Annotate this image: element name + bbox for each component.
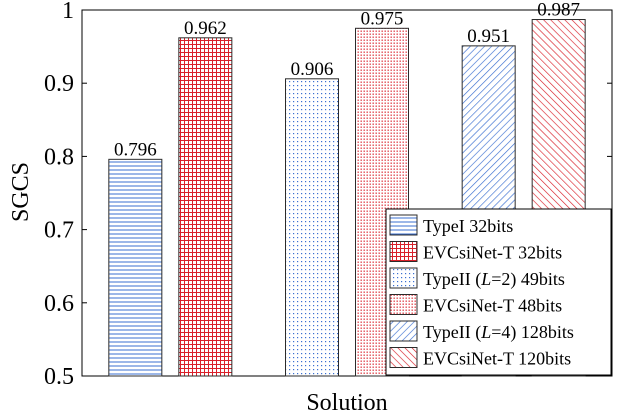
- legend-entry-label: TypeI 32bits: [423, 216, 513, 236]
- legend-swatch: [389, 294, 418, 315]
- legend-swatch: [389, 267, 418, 289]
- bar-value-label: 0.962: [184, 18, 227, 39]
- y-tick-label: 0.6: [44, 291, 74, 317]
- bar-value-label: 0.906: [291, 59, 334, 80]
- x-axis-label: Solution: [306, 390, 387, 416]
- legend-swatch: [389, 241, 418, 262]
- bar-1: [108, 158, 163, 377]
- legend-entry-label: TypeII (L=2) 49bits: [423, 269, 565, 290]
- y-axis: 0.5 0.6 0.7 0.8 0.9 1: [44, 0, 612, 390]
- legend: TypeI 32bits EVCsiNet-T 32bits TypeII (L=2…: [385, 208, 612, 376]
- legend-swatch: [389, 320, 418, 342]
- y-tick-label: 0.9: [44, 71, 74, 97]
- legend-swatch: [389, 347, 418, 368]
- y-tick-label: 0.8: [44, 144, 74, 170]
- bar-2: [178, 37, 233, 377]
- bar-value-label: 0.951: [467, 26, 510, 47]
- legend-box: [385, 208, 612, 376]
- legend-entry-label: EVCsiNet-T 120bits: [423, 349, 571, 369]
- legend-entry-label: EVCsiNet-T 32bits: [423, 243, 562, 263]
- bar-value-label: 0.796: [114, 139, 157, 160]
- legend-swatch: [389, 214, 418, 236]
- bar-3: [285, 78, 339, 377]
- y-tick-label: 0.5: [44, 364, 74, 390]
- bar-labels-layer: 0.796 0.962 0.906 0.975 0.951 0.987: [114, 0, 580, 160]
- y-axis-label: SGCS: [8, 162, 34, 222]
- legend-entry-label: TypeII (L=4) 128bits: [423, 322, 574, 343]
- bar-value-label: 0.975: [361, 8, 404, 29]
- bar-value-label: 0.987: [537, 0, 580, 21]
- y-tick-label: 1: [62, 0, 74, 24]
- y-tick-label: 0.7: [44, 218, 74, 244]
- legend-entry-label: EVCsiNet-T 48bits: [423, 296, 562, 316]
